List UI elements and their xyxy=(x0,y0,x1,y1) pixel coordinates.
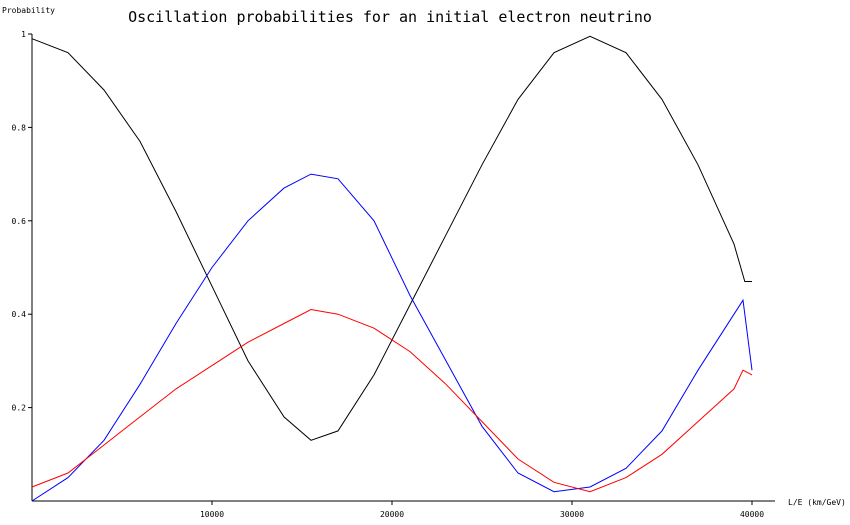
chart-title: Oscillation probabilities for an initial… xyxy=(128,8,652,26)
series-line-1 xyxy=(31,35,752,441)
y-tick-label: 0.6 xyxy=(12,217,27,226)
x-tick-label: 30000 xyxy=(560,510,584,519)
series-line-3 xyxy=(31,308,753,493)
ticks-layer: 10000 20000 30000 40000 0.2 0.4 0.6 0.8 1 xyxy=(12,30,765,519)
y-tick-label: 0.8 xyxy=(12,123,27,132)
series-layer xyxy=(31,35,753,502)
y-tick-label: 0.2 xyxy=(12,404,27,413)
y-tick-label: 1 xyxy=(21,30,26,39)
x-tick-label: 40000 xyxy=(740,510,764,519)
series-line-2 xyxy=(31,173,753,502)
y-axis-label: Probability xyxy=(2,6,55,15)
x-tick-label: 20000 xyxy=(380,510,404,519)
x-axis-label: L/E (km/GeV) xyxy=(788,498,846,507)
y-tick-label: 0.4 xyxy=(12,310,27,319)
x-tick-label: 10000 xyxy=(200,510,224,519)
